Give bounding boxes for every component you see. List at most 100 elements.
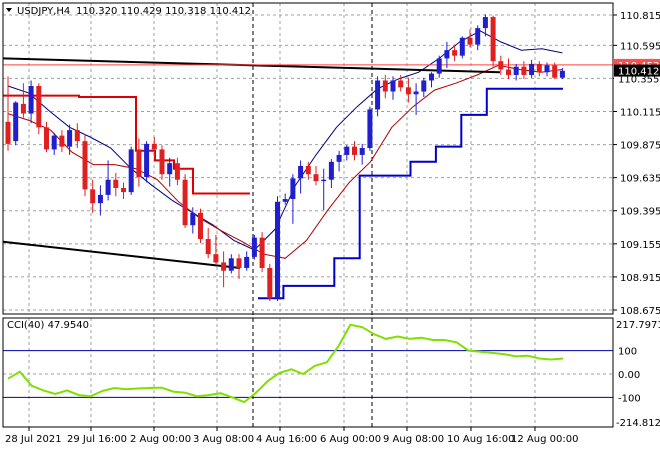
candle-bear [205, 239, 211, 255]
candle-bull [436, 58, 442, 74]
candle-bull [375, 80, 381, 110]
candle-bull [559, 70, 565, 78]
candle-bull [475, 28, 481, 45]
price-marker-below: 110.355 [618, 74, 659, 85]
time-tick-label: 2 Aug 00:00 [130, 434, 191, 445]
candle-bear [198, 212, 203, 240]
channel-upper-line [3, 94, 250, 195]
price-tick-label: 109.155 [620, 240, 660, 251]
candle-bear [20, 103, 26, 114]
candle-bear [221, 262, 227, 271]
candle-bull [228, 258, 234, 271]
candle-bull [51, 135, 57, 150]
candle-bear [506, 69, 511, 75]
channel-lower-line [258, 87, 563, 300]
price-tick-label: 109.635 [620, 174, 660, 185]
price-tick-label: 108.675 [620, 306, 660, 317]
price-tick-label: 110.815 [620, 11, 660, 22]
candle-bear [490, 17, 496, 62]
candle-bear [382, 80, 388, 92]
current-price-tag: 110.412 [618, 67, 659, 78]
candle-bear [305, 165, 311, 175]
ohlc-label: 110.320 110.429 110.318 110.412 [76, 6, 251, 17]
candle-bull [513, 66, 519, 75]
candle-bear [113, 179, 119, 189]
candle-bear [352, 146, 357, 155]
time-tick-label: 4 Aug 16:00 [256, 434, 317, 445]
candle-bull [328, 161, 334, 180]
candle-bull [275, 201, 280, 299]
candle-bull [13, 102, 19, 142]
candle-bull [444, 50, 450, 59]
candle-bear [82, 141, 88, 190]
candle-bull [244, 256, 250, 268]
candle-bear [498, 61, 504, 70]
cci-max-label: 217.7971 [616, 320, 660, 331]
candle-bear [44, 127, 49, 150]
candle-bear [552, 65, 558, 78]
current-price-tag-bg [614, 64, 660, 77]
candle-bull [190, 212, 196, 226]
candle-bear [213, 254, 219, 263]
candle-bear [74, 130, 80, 142]
cci-min-label: -214.8128 [616, 418, 660, 429]
price-tick-label: 109.395 [620, 207, 660, 218]
candle-bull [144, 143, 150, 177]
candle-bear [36, 85, 42, 128]
candle-bull [429, 73, 434, 81]
candle-bull [336, 154, 342, 162]
collapse-triangle-icon[interactable] [6, 8, 12, 12]
candle-bear [121, 188, 126, 193]
candle-bull [67, 130, 73, 147]
time-tick-label: 10 Aug 16:00 [447, 434, 514, 445]
candle-bear [236, 258, 242, 268]
candle-bull [128, 149, 134, 193]
candle-bull [421, 80, 427, 92]
candle-bull [544, 65, 550, 73]
candle-bear [398, 80, 404, 88]
bollinger-mid-line [7, 64, 563, 259]
candle-bear [521, 66, 527, 75]
cci-label: CCI(40) 47.9540 [7, 320, 89, 331]
candle-bear [405, 87, 411, 95]
time-tick-label: 6 Aug 00:00 [320, 434, 381, 445]
cci-level-label: 0.00 [618, 370, 640, 381]
candle-bull [105, 179, 111, 195]
price-tick-label: 110.115 [620, 107, 660, 118]
cci-level-label: 100 [618, 347, 637, 358]
candle-bull [390, 80, 396, 92]
candle-bull [290, 178, 296, 200]
symbol-label: USDJPY,H4 [17, 6, 70, 17]
candle-bear [174, 163, 180, 180]
price-tick-label: 109.875 [620, 141, 660, 152]
candle-bull [282, 199, 288, 202]
candle-bear [159, 149, 165, 175]
cci-level-label: -100 [618, 393, 641, 404]
candle-bull [413, 91, 419, 95]
time-tick-label: 29 Jul 16:00 [67, 434, 127, 445]
time-tick-label: 28 Jul 2021 [5, 434, 62, 445]
candle-bear [259, 237, 265, 268]
candle-bear [5, 121, 11, 144]
candle-bear [151, 143, 157, 150]
candle-bear [467, 37, 473, 45]
candle-bull [167, 163, 173, 175]
cci-panel-frame [2, 317, 614, 428]
time-tick-label: 3 Aug 08:00 [193, 434, 254, 445]
candle-bull [298, 165, 304, 179]
candle-bear [313, 174, 319, 182]
price-tick-label: 110.595 [620, 41, 660, 52]
candle-bull [251, 237, 257, 257]
candle-bear [136, 149, 142, 177]
candle-bear [90, 189, 96, 204]
candle-bull [97, 194, 103, 204]
time-tick-label: 9 Aug 08:00 [383, 434, 444, 445]
candle-bull [321, 179, 327, 182]
candle-bull [482, 17, 488, 29]
candle-bull [28, 85, 34, 114]
price-panel-frame [2, 2, 614, 315]
candle-bear [452, 50, 458, 56]
candle-bear [536, 63, 542, 73]
